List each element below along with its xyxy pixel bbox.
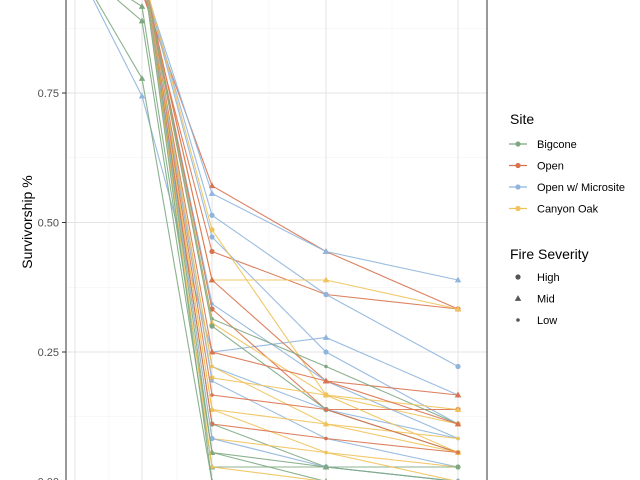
data-point bbox=[210, 422, 214, 426]
data-point bbox=[322, 334, 330, 340]
legend-item-open-w-microsite: Open w/ Microsite bbox=[509, 182, 625, 194]
series-18 bbox=[147, 0, 462, 427]
legend-label: Low bbox=[537, 315, 557, 327]
data-point bbox=[322, 248, 330, 254]
series-lines bbox=[92, 0, 462, 480]
legend-label: Canyon Oak bbox=[537, 204, 599, 216]
data-point bbox=[455, 464, 461, 470]
legend-key-point bbox=[515, 184, 521, 190]
legend-key-dot bbox=[516, 318, 520, 322]
data-point bbox=[208, 348, 216, 355]
legend-key-point bbox=[515, 162, 521, 169]
data-point bbox=[456, 436, 460, 441]
data-point bbox=[138, 92, 146, 99]
data-point bbox=[208, 190, 216, 196]
data-point bbox=[138, 17, 146, 24]
legend-label: Open bbox=[537, 161, 564, 173]
data-point bbox=[209, 248, 215, 255]
legend-key-circle bbox=[515, 274, 521, 280]
legend-key-point bbox=[515, 205, 521, 212]
data-point bbox=[138, 3, 146, 9]
data-point bbox=[210, 465, 214, 469]
legend-item-canyon-oak: Canyon Oak bbox=[509, 204, 599, 216]
legend-item-open: Open bbox=[509, 161, 564, 173]
data-point bbox=[209, 212, 215, 218]
data-point bbox=[323, 291, 329, 298]
data-point bbox=[454, 305, 462, 312]
y-tick-label: 0.00 bbox=[38, 477, 59, 480]
legend-label: Open w/ Microsite bbox=[537, 182, 625, 194]
data-point bbox=[456, 450, 460, 455]
y-tick-label: 0.75 bbox=[38, 88, 59, 100]
data-point bbox=[455, 363, 461, 370]
data-point bbox=[209, 227, 215, 233]
series-27 bbox=[146, 0, 460, 455]
legend-item-bigcone: Bigcone bbox=[509, 139, 577, 151]
data-point bbox=[454, 391, 462, 398]
data-point bbox=[324, 364, 328, 369]
series-line bbox=[95, 0, 213, 480]
y-tick-label: 0.25 bbox=[38, 347, 59, 359]
legend-label: Bigcone bbox=[537, 139, 577, 151]
data-point bbox=[208, 319, 216, 326]
data-point bbox=[322, 276, 330, 283]
series-8 bbox=[148, 0, 461, 370]
data-point bbox=[210, 364, 214, 369]
legend-label: Mid bbox=[537, 294, 555, 306]
data-point bbox=[209, 234, 215, 240]
legend-key-point bbox=[515, 141, 521, 147]
data-point bbox=[210, 379, 214, 383]
data-point bbox=[454, 406, 462, 412]
data-point bbox=[208, 276, 216, 283]
legend-site-title: Site bbox=[510, 111, 534, 127]
legend-key-triangle bbox=[514, 295, 522, 301]
data-point bbox=[324, 436, 328, 441]
y-tick-label: 0.50 bbox=[38, 218, 59, 230]
legend: Site Fire Severity Bigcone Open Open w/ Mi… bbox=[509, 111, 625, 327]
y-axis-ticks: 0.00 0.25 0.50 0.75 bbox=[38, 88, 66, 480]
legend-fire-severity-title: Fire Severity bbox=[510, 246, 589, 262]
legend-label: High bbox=[537, 272, 560, 284]
data-point bbox=[210, 393, 214, 397]
data-point bbox=[323, 349, 329, 355]
data-point bbox=[210, 407, 214, 412]
y-axis-title: Survivorship % bbox=[19, 175, 35, 268]
data-point bbox=[209, 323, 215, 329]
data-point bbox=[138, 75, 146, 81]
data-point bbox=[322, 420, 330, 427]
data-point bbox=[208, 182, 216, 189]
data-point bbox=[324, 450, 328, 455]
legend-item-mid: Mid bbox=[514, 294, 555, 306]
data-point bbox=[322, 463, 330, 470]
data-point bbox=[323, 392, 329, 398]
legend-item-low: Low bbox=[516, 315, 557, 327]
data-point bbox=[454, 420, 462, 427]
data-point bbox=[324, 407, 328, 412]
legend-item-high: High bbox=[515, 272, 560, 284]
data-point bbox=[454, 276, 462, 283]
data-point bbox=[322, 377, 330, 384]
series-7 bbox=[148, 0, 462, 283]
panel-border bbox=[65, 0, 488, 480]
